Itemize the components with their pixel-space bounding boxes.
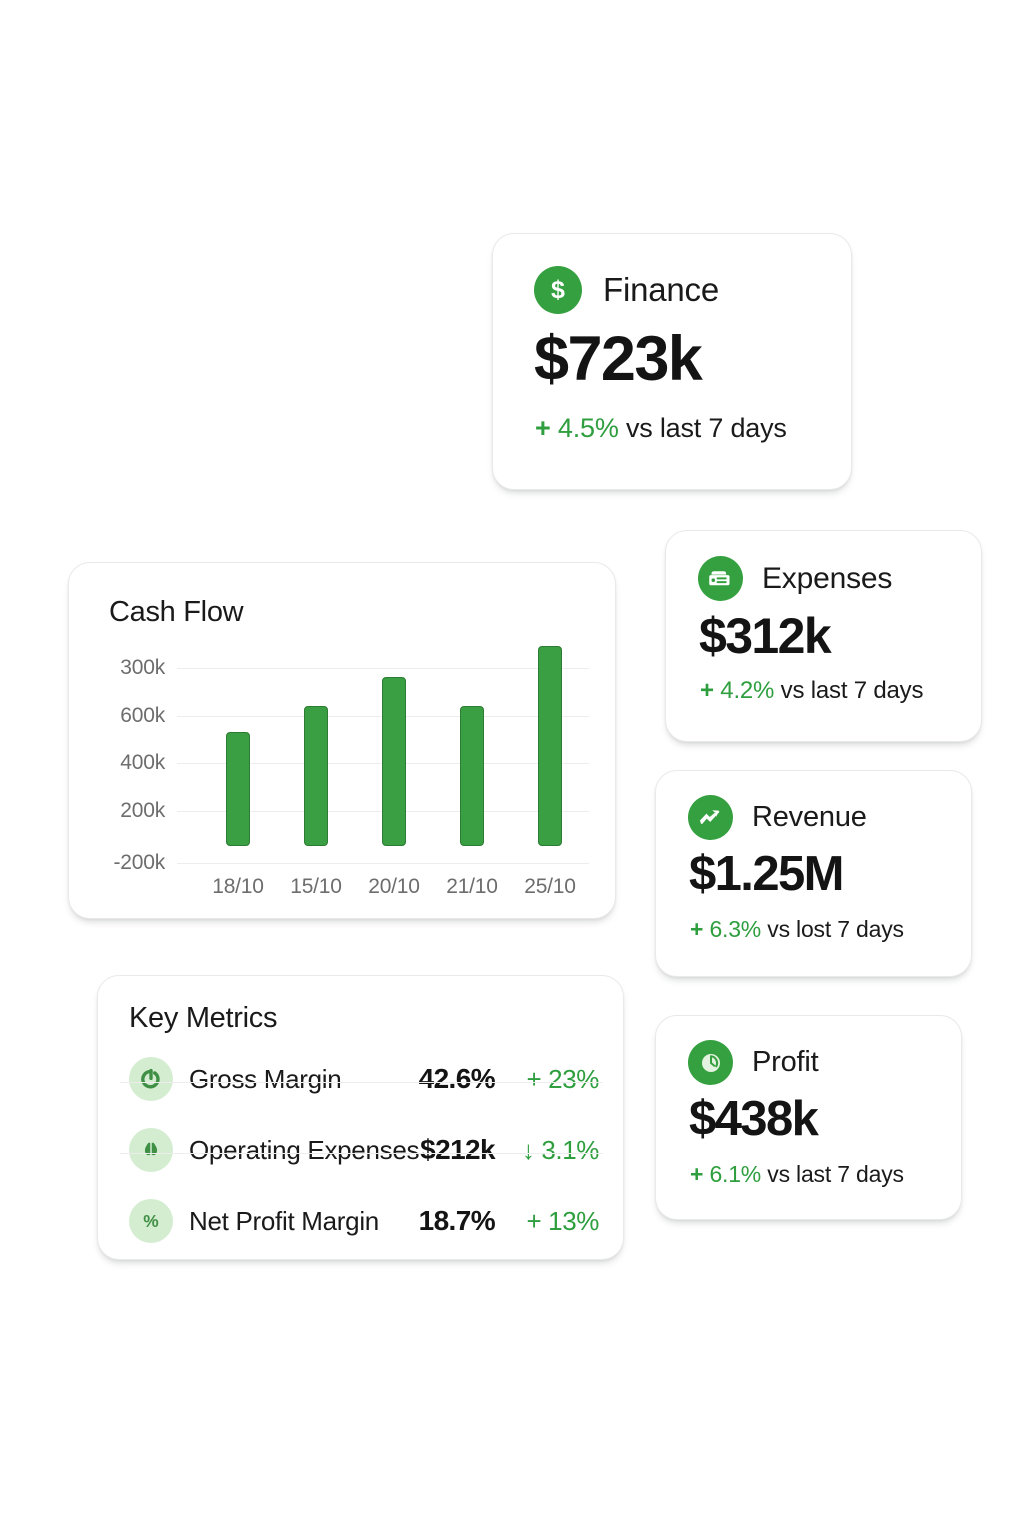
metric-change-sign: ↓ bbox=[521, 1134, 535, 1165]
kpi-header: Revenue bbox=[688, 795, 971, 840]
kpi-delta: + 4.5% vs last 7 days bbox=[535, 413, 851, 444]
cash-flow-chart-card[interactable]: Cash Flow 300k 600k 400k 200k -200k 18/10 15/1… bbox=[68, 562, 616, 919]
chart-gridline bbox=[177, 863, 589, 864]
metric-row-operating-expenses[interactable]: Operating Expenses $212k ↓ 3.1% bbox=[98, 1115, 625, 1185]
delta-percent: 6.3% bbox=[709, 916, 762, 942]
trend-up-icon bbox=[688, 795, 733, 840]
kpi-card-expenses[interactable]: Expenses $312k + 4.2% vs last 7 days bbox=[665, 530, 982, 742]
chart-title: Cash Flow bbox=[109, 596, 244, 628]
metric-row-gross-margin[interactable]: Gross Margin 42.6% + 23% bbox=[98, 1044, 625, 1114]
svg-text:%: % bbox=[143, 1211, 158, 1231]
chart-gridline bbox=[177, 668, 589, 669]
delta-suffix: vs lost 7 days bbox=[767, 916, 904, 942]
delta-suffix: vs last 7 days bbox=[780, 677, 924, 704]
wallet-icon bbox=[698, 556, 743, 601]
metric-label: Gross Margin bbox=[189, 1063, 342, 1094]
delta-sign: + bbox=[700, 677, 714, 704]
delta-sign: + bbox=[690, 916, 704, 942]
kpi-value: $1.25M bbox=[689, 847, 844, 901]
chart-x-tick-label: 15/10 bbox=[290, 875, 342, 898]
chart-x-tick-label: 18/10 bbox=[212, 875, 264, 898]
metric-label: Operating Expenses bbox=[189, 1134, 420, 1165]
metric-change-sign: + bbox=[526, 1063, 542, 1094]
delta-suffix: vs last 7 days bbox=[767, 1161, 904, 1187]
metric-change-value: 3.1% bbox=[541, 1134, 599, 1165]
kpi-title: Finance bbox=[603, 271, 720, 308]
kpi-value: $312k bbox=[699, 608, 832, 664]
metric-value: 42.6% bbox=[418, 1063, 496, 1094]
kpi-header: Profit bbox=[688, 1040, 961, 1085]
chart-bar[interactable] bbox=[226, 731, 250, 846]
kpi-title: Expenses bbox=[762, 561, 893, 595]
key-metrics-title: Key Metrics bbox=[129, 1002, 278, 1034]
power-ring-icon bbox=[129, 1057, 173, 1101]
kpi-card-finance[interactable]: $ Finance $723k + 4.5% vs last 7 days bbox=[492, 233, 852, 490]
clock-icon bbox=[688, 1040, 733, 1085]
delta-percent: 4.5% bbox=[557, 413, 619, 443]
kpi-card-revenue[interactable]: Revenue $1.25M + 6.3% vs lost 7 days bbox=[655, 770, 972, 977]
metric-value: 18.7% bbox=[418, 1205, 496, 1236]
chart-bar[interactable] bbox=[460, 706, 484, 846]
chart-y-tick-label: 300k bbox=[120, 656, 165, 679]
metric-change-sign: + bbox=[526, 1205, 542, 1236]
metric-row-net-profit-margin[interactable]: % Net Profit Margin 18.7% + 13% bbox=[98, 1186, 625, 1256]
metric-change: ↓ 3.1% bbox=[495, 1134, 600, 1166]
dollar-circle-icon: $ bbox=[534, 266, 582, 314]
metric-change: + 13% bbox=[495, 1205, 600, 1237]
chart-bar[interactable] bbox=[382, 677, 406, 846]
percent-icon: % bbox=[129, 1199, 173, 1243]
kpi-title: Profit bbox=[752, 1046, 819, 1078]
metric-label: Net Profit Margin bbox=[189, 1205, 379, 1236]
kpi-title: Revenue bbox=[752, 801, 867, 833]
droplets-icon bbox=[129, 1128, 173, 1172]
kpi-delta: + 6.3% vs lost 7 days bbox=[690, 916, 971, 943]
kpi-header: $ Finance bbox=[534, 266, 851, 314]
chart-x-tick-label: 20/10 bbox=[368, 875, 420, 898]
chart-y-tick-label: -200k bbox=[113, 851, 165, 874]
kpi-delta: + 6.1% vs last 7 days bbox=[690, 1161, 961, 1188]
svg-text:$: $ bbox=[551, 276, 565, 304]
chart-x-tick-label: 21/10 bbox=[446, 875, 498, 898]
kpi-value: $438k bbox=[689, 1092, 819, 1146]
chart-y-tick-label: 400k bbox=[120, 751, 165, 774]
chart-bar[interactable] bbox=[304, 706, 328, 846]
chart-x-tick-label: 25/10 bbox=[524, 875, 576, 898]
delta-suffix: vs last 7 days bbox=[625, 413, 787, 443]
chart-y-tick-label: 600k bbox=[120, 704, 165, 727]
kpi-value: $723k bbox=[534, 324, 703, 394]
chart-bar[interactable] bbox=[538, 646, 562, 846]
delta-percent: 6.1% bbox=[709, 1161, 762, 1187]
kpi-header: Expenses bbox=[698, 556, 981, 601]
metric-divider bbox=[120, 1153, 603, 1154]
metric-value: $212k bbox=[420, 1134, 495, 1165]
delta-percent: 4.2% bbox=[720, 677, 775, 704]
delta-sign: + bbox=[535, 413, 551, 443]
chart-y-tick-label: 200k bbox=[120, 799, 165, 822]
kpi-delta: + 4.2% vs last 7 days bbox=[700, 677, 981, 705]
key-metrics-card[interactable]: Key Metrics Gross Margin 42.6% + 23% Ope… bbox=[97, 975, 624, 1260]
metric-divider bbox=[120, 1082, 603, 1083]
chart-plot-area: 300k 600k 400k 200k -200k 18/10 15/10 20/10 21/1… bbox=[69, 563, 617, 920]
delta-sign: + bbox=[690, 1161, 704, 1187]
metric-change: + 23% bbox=[495, 1063, 600, 1095]
metric-change-value: 13% bbox=[548, 1205, 599, 1236]
metric-change-value: 23% bbox=[548, 1063, 599, 1094]
kpi-card-profit[interactable]: Profit $438k + 6.1% vs last 7 days bbox=[655, 1015, 962, 1220]
